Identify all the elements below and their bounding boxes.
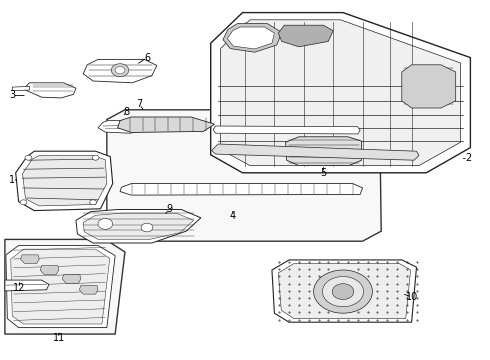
Polygon shape bbox=[402, 65, 456, 108]
Polygon shape bbox=[5, 239, 125, 334]
Text: 9: 9 bbox=[166, 204, 172, 214]
Polygon shape bbox=[272, 260, 416, 322]
Circle shape bbox=[25, 155, 32, 160]
Circle shape bbox=[322, 276, 364, 307]
Text: 11: 11 bbox=[53, 333, 65, 343]
Polygon shape bbox=[213, 126, 360, 134]
Circle shape bbox=[92, 155, 99, 160]
Polygon shape bbox=[286, 137, 362, 166]
Text: 5: 5 bbox=[320, 168, 326, 178]
Circle shape bbox=[115, 67, 125, 74]
Polygon shape bbox=[11, 249, 110, 324]
Polygon shape bbox=[83, 59, 157, 83]
Polygon shape bbox=[120, 184, 363, 195]
Text: 2: 2 bbox=[465, 153, 471, 163]
Polygon shape bbox=[79, 285, 98, 294]
Polygon shape bbox=[227, 27, 274, 49]
Polygon shape bbox=[211, 13, 470, 173]
Circle shape bbox=[111, 64, 129, 77]
Polygon shape bbox=[23, 156, 107, 206]
Circle shape bbox=[141, 223, 153, 232]
Circle shape bbox=[314, 270, 372, 313]
Text: 3: 3 bbox=[9, 90, 15, 100]
Polygon shape bbox=[118, 117, 215, 132]
Text: 12: 12 bbox=[13, 283, 26, 293]
Polygon shape bbox=[12, 86, 29, 91]
Text: 1: 1 bbox=[9, 175, 15, 185]
Text: 8: 8 bbox=[123, 107, 129, 117]
Polygon shape bbox=[40, 266, 59, 274]
Polygon shape bbox=[107, 110, 381, 241]
Polygon shape bbox=[220, 20, 461, 166]
Circle shape bbox=[20, 200, 27, 205]
Text: 4: 4 bbox=[230, 211, 236, 221]
Circle shape bbox=[90, 200, 97, 205]
Polygon shape bbox=[62, 275, 81, 283]
Text: 10: 10 bbox=[405, 292, 417, 302]
Circle shape bbox=[98, 219, 113, 229]
Polygon shape bbox=[5, 280, 49, 291]
Polygon shape bbox=[6, 246, 115, 328]
Polygon shape bbox=[83, 213, 194, 239]
Polygon shape bbox=[278, 25, 333, 47]
Polygon shape bbox=[278, 264, 411, 319]
Text: 6: 6 bbox=[144, 53, 150, 63]
Polygon shape bbox=[223, 23, 282, 52]
Polygon shape bbox=[24, 83, 76, 98]
Polygon shape bbox=[76, 210, 201, 243]
Polygon shape bbox=[21, 255, 39, 264]
Polygon shape bbox=[212, 144, 419, 160]
Polygon shape bbox=[98, 121, 147, 133]
Text: 7: 7 bbox=[137, 99, 143, 109]
Polygon shape bbox=[16, 151, 113, 211]
Circle shape bbox=[332, 284, 354, 300]
